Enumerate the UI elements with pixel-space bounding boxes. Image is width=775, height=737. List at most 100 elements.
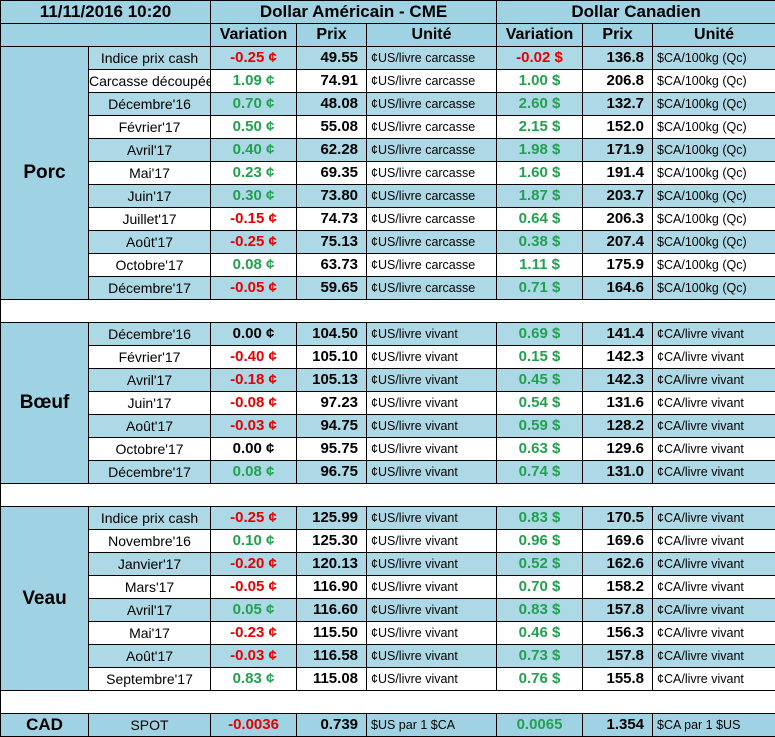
ca-unit: $CA/100kg (Qc) [652, 69, 775, 93]
us-variation: -0.03 ¢ [210, 644, 298, 668]
table-row: Décembre'17 -0.05 ¢ 59.65 ¢US/livre carcass… [1, 276, 775, 300]
contract-label: Mai'17 [87, 621, 212, 645]
ca-unit: $CA/100kg (Qc) [652, 184, 775, 208]
report-date: 11/11/2016 10:20 [0, 0, 212, 24]
ca-price: 207.4 [582, 230, 654, 254]
ca-variation: 0.52 $ [496, 552, 584, 576]
us-price: 55.08 [296, 115, 368, 139]
us-unit: ¢US/livre vivant [366, 621, 498, 645]
ca-variation: 0.71 $ [496, 276, 584, 300]
ca-unit: ¢CA/livre vivant [652, 529, 775, 553]
table-row: Avril'17 0.05 ¢ 116.60 ¢US/livre vivant 0.83… [1, 598, 775, 622]
us-variation: -0.23 ¢ [210, 621, 298, 645]
ca-price: 175.9 [582, 253, 654, 277]
ca-unit: ¢CA/livre vivant [652, 598, 775, 622]
us-price: 94.75 [296, 414, 368, 438]
ca-price: 157.8 [582, 644, 654, 668]
us-price: 62.28 [296, 138, 368, 162]
ca-price: 206.8 [582, 69, 654, 93]
us-unit: ¢US/livre vivant [366, 368, 498, 392]
us-unit: ¢US/livre carcasse [366, 69, 498, 93]
us-unit: ¢US/livre carcasse [366, 230, 498, 254]
contract-label: Octobre'17 [87, 437, 212, 461]
us-unit: ¢US/livre carcasse [366, 207, 498, 231]
ca-variation: 1.87 $ [496, 184, 584, 208]
ca-unit: ¢CA/livre vivant [652, 552, 775, 576]
usd-title: Dollar Américain - CME [210, 0, 498, 24]
us-variation-header: Variation [210, 23, 298, 47]
ca-price: 141.4 [582, 322, 654, 346]
table-row: Janvier'17 -0.20 ¢ 120.13 ¢US/livre vivant 0… [1, 552, 775, 576]
us-variation: -0.15 ¢ [210, 207, 298, 231]
spot-label: SPOT [87, 713, 212, 737]
us-unit: ¢US/livre carcasse [366, 46, 498, 70]
us-variation: 0.05 ¢ [210, 598, 298, 622]
table-row: Mars'17 -0.05 ¢ 116.90 ¢US/livre vivant 0.70… [1, 575, 775, 599]
contract-label: Septembre'17 [87, 667, 212, 691]
us-unit: ¢US/livre carcasse [366, 92, 498, 116]
us-price: 105.10 [296, 345, 368, 369]
us-unit: ¢US/livre carcasse [366, 276, 498, 300]
ca-unit: $CA/100kg (Qc) [652, 46, 775, 70]
contract-label: Avril'17 [87, 598, 212, 622]
ca-price: 156.3 [582, 621, 654, 645]
ca-variation: -0.02 $ [496, 46, 584, 70]
us-unit: ¢US/livre vivant [366, 575, 498, 599]
category-label: Bœuf [0, 322, 89, 484]
ca-unit: ¢CA/livre vivant [652, 368, 775, 392]
ca-variation: 0.45 $ [496, 368, 584, 392]
ca-variation: 0.83 $ [496, 598, 584, 622]
cad-us-variation: -0.0036 [210, 713, 298, 737]
us-variation: -0.08 ¢ [210, 391, 298, 415]
us-unit: ¢US/livre carcasse [366, 184, 498, 208]
ca-variation-header: Variation [496, 23, 584, 47]
table-row: Décembre'17 0.08 ¢ 96.75 ¢US/livre vivant 0.… [1, 460, 775, 484]
us-variation: -0.20 ¢ [210, 552, 298, 576]
ca-variation: 2.60 $ [496, 92, 584, 116]
table-row: Bœuf Décembre'16 0.00 ¢ 104.50 ¢US/livre viv… [0, 322, 775, 484]
ca-unit: $CA/100kg (Qc) [652, 276, 775, 300]
us-unit: ¢US/livre vivant [366, 345, 498, 369]
ca-variation: 1.00 $ [496, 69, 584, 93]
ca-variation: 1.98 $ [496, 138, 584, 162]
table-row: Porc Indice prix cash -0.25 ¢ 49.55 ¢US/livr… [0, 46, 775, 300]
us-price: 49.55 [296, 46, 368, 70]
us-price: 125.30 [296, 529, 368, 553]
contract-label: Carcasse découpée [87, 69, 212, 93]
cad-ca-price: 1.354 [582, 713, 654, 737]
contract-label: Février'17 [87, 345, 212, 369]
table-row: Avril'17 -0.18 ¢ 105.13 ¢US/livre vivant 0.4… [1, 368, 775, 392]
ca-variation: 0.96 $ [496, 529, 584, 553]
us-variation: 1.09 ¢ [210, 69, 298, 93]
ca-price: 157.8 [582, 598, 654, 622]
spacer-row [0, 690, 775, 714]
us-unit: ¢US/livre vivant [366, 506, 498, 530]
table-row: Juillet'17 -0.15 ¢ 74.73 ¢US/livre carcasse… [1, 207, 775, 231]
table-row: Février'17 -0.40 ¢ 105.10 ¢US/livre vivant 0… [1, 345, 775, 369]
us-unit: ¢US/livre vivant [366, 414, 498, 438]
contract-label: Mars'17 [87, 575, 212, 599]
ca-unit: ¢CA/livre vivant [652, 345, 775, 369]
ca-variation: 0.69 $ [496, 322, 584, 346]
contract-label: Juillet'17 [87, 207, 212, 231]
ca-variation: 2.15 $ [496, 115, 584, 139]
contract-label: Mai'17 [87, 161, 212, 185]
ca-variation: 0.63 $ [496, 437, 584, 461]
us-price: 115.08 [296, 667, 368, 691]
ca-unit: $CA/100kg (Qc) [652, 207, 775, 231]
contract-label: Janvier'17 [87, 552, 212, 576]
us-price: 96.75 [296, 460, 368, 484]
contract-label: Décembre'17 [87, 276, 212, 300]
us-unit: ¢US/livre vivant [366, 322, 498, 346]
us-price: 120.13 [296, 552, 368, 576]
ca-unit: ¢CA/livre vivant [652, 322, 775, 346]
ca-price: 142.3 [582, 345, 654, 369]
us-variation: -0.18 ¢ [210, 368, 298, 392]
ca-variation: 0.70 $ [496, 575, 584, 599]
ca-unit: ¢CA/livre vivant [652, 391, 775, 415]
table-row: Décembre'16 0.70 ¢ 48.08 ¢US/livre carcasse… [1, 92, 775, 116]
ca-unit: $CA/100kg (Qc) [652, 253, 775, 277]
ca-price: 155.8 [582, 667, 654, 691]
us-unit: ¢US/livre carcasse [366, 138, 498, 162]
cad-ca-unit: $CA par 1 $US [652, 713, 775, 737]
